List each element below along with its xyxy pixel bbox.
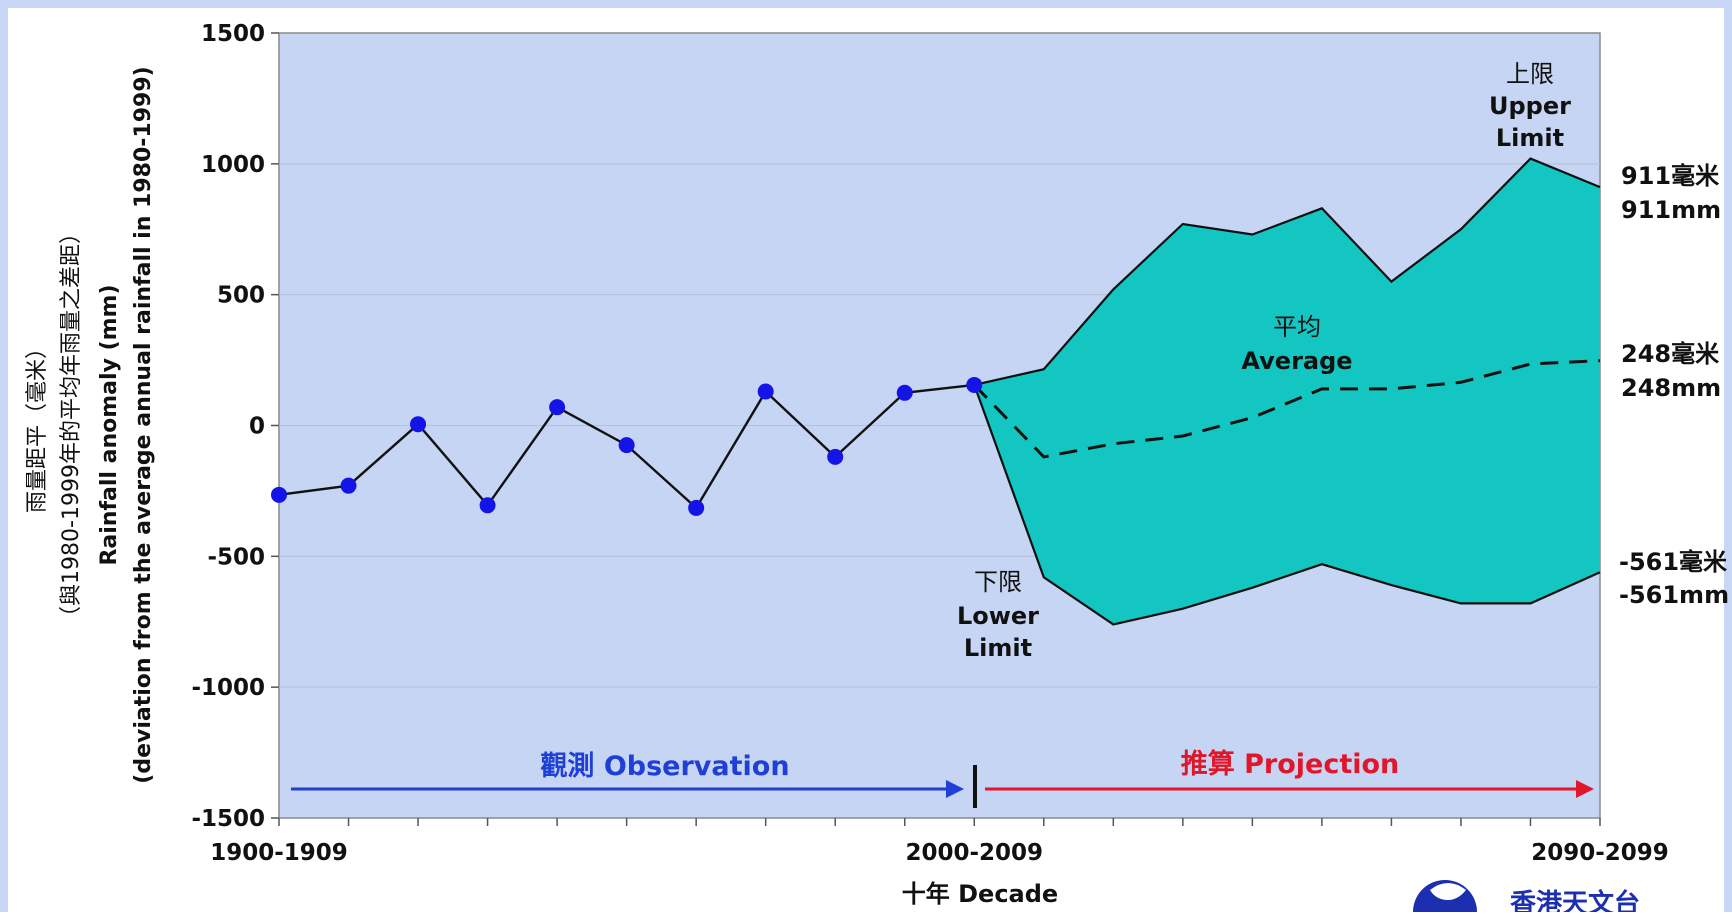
- y-tick-label: -500: [207, 544, 265, 570]
- y-title-zh-1: 雨量距平（毫米）: [25, 337, 50, 513]
- y-title-en-2: (deviation from the average annual rainf…: [131, 66, 156, 783]
- lower-limit-line: [973, 384, 1601, 626]
- y-tick-label: -1000: [191, 675, 265, 701]
- upper-limit-line: [974, 157, 1601, 386]
- observation-arrowhead: [946, 780, 964, 798]
- upper-limit-label-zh: 上限: [1506, 60, 1554, 88]
- upper-end-label-zh: 911毫米: [1621, 162, 1719, 190]
- y-tick-label: 500: [217, 283, 265, 309]
- observation-point: [340, 477, 357, 494]
- average-projection-line: [973, 359, 1601, 459]
- y-tick-label: -1500: [191, 806, 265, 832]
- upper-limit-label-en2: Limit: [1496, 124, 1564, 152]
- average-label-zh: 平均: [1273, 313, 1321, 341]
- lower-limit-label-zh: 下限: [974, 568, 1022, 596]
- observation-point: [688, 499, 705, 516]
- upper-end-label-en: 911mm: [1621, 196, 1721, 224]
- y-tick-label: 1500: [201, 21, 265, 47]
- y-tick-label: 1000: [201, 152, 265, 178]
- observation-point: [549, 399, 566, 416]
- observation-point: [966, 376, 983, 393]
- x-axis-title: 十年 Decade: [902, 880, 1058, 908]
- x-tick-label: 2000-2009: [905, 840, 1043, 866]
- x-tick-label: 1900-1909: [210, 840, 348, 866]
- hko-logo: 香港天文台: [1413, 880, 1640, 916]
- avg-end-label-zh: 248毫米: [1621, 340, 1719, 368]
- y-title-zh-2: （與1980-1999年的平均年雨量之差距）: [59, 222, 84, 628]
- projection-arrowhead: [1576, 780, 1594, 798]
- observation-point: [896, 384, 913, 401]
- average-label-en: Average: [1241, 347, 1352, 375]
- x-axis-ticks: 1900-1909 2000-2009 2090-2099: [210, 818, 1669, 866]
- projection-range-band: [974, 158, 1600, 625]
- y-tick-label: 0: [249, 414, 265, 440]
- projection-label: 推算 Projection: [1181, 748, 1400, 780]
- x-tick-label: 2090-2099: [1531, 840, 1669, 866]
- lower-end-label-en: -561mm: [1619, 581, 1729, 609]
- observation-point: [410, 416, 427, 433]
- lower-limit-label-en2: Limit: [964, 634, 1032, 662]
- hko-logo-text: 香港天文台: [1510, 888, 1640, 912]
- lower-limit-label-en: Lower: [957, 602, 1039, 630]
- observation-point: [757, 383, 774, 400]
- observation-point: [618, 437, 635, 454]
- observation-point: [271, 486, 287, 503]
- y-axis-title: 雨量距平（毫米） （與1980-1999年的平均年雨量之差距） Rainfall…: [25, 66, 156, 783]
- hko-logo-swoosh: [1430, 883, 1466, 900]
- y-axis-ticks: 1500 1000 500 0 -500 -1000 -1500: [191, 21, 279, 832]
- observation-points: [271, 376, 983, 516]
- upper-limit-label-en: Upper: [1489, 92, 1571, 120]
- observation-point: [827, 448, 844, 465]
- lower-end-label-zh: -561毫米: [1619, 548, 1727, 576]
- avg-end-label-en: 248mm: [1621, 374, 1721, 402]
- observation-label: 觀測 Observation: [540, 751, 789, 782]
- y-title-en-1: Rainfall anomaly (mm): [97, 284, 122, 565]
- observation-point: [479, 497, 496, 514]
